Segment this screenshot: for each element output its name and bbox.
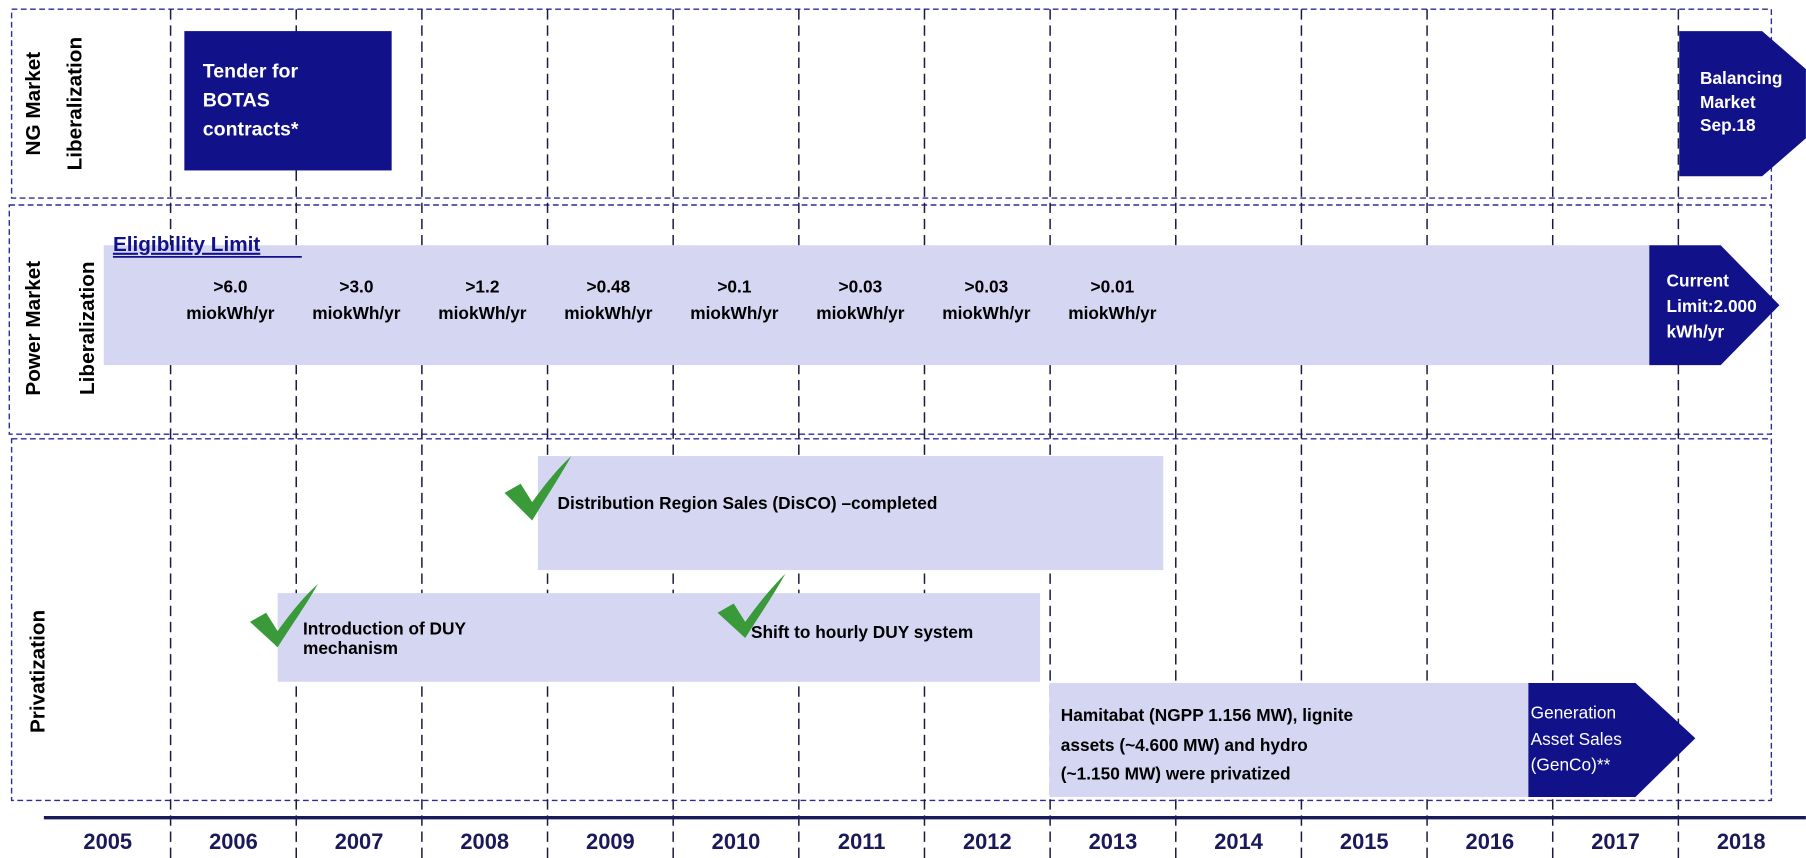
distribution-text: Distribution Region Sales (DisCO) –compl… (557, 493, 937, 513)
year-label: 2009 (586, 829, 635, 854)
limit-unit: miokWh/yr (312, 303, 401, 323)
balancing-text: Sep.18 (1700, 115, 1756, 135)
power-row (8, 204, 1773, 435)
eligibility-band (103, 245, 1650, 366)
year-label: 2011 (838, 829, 885, 854)
year-label: 2010 (712, 829, 761, 854)
row-label: NG Market (22, 52, 45, 156)
row-label: Liberalization (64, 37, 87, 171)
check-mark (249, 583, 318, 648)
limit-unit: miokWh/yr (942, 303, 1031, 323)
tender-text: Tender for (203, 61, 299, 83)
row-label: Power Market (22, 261, 45, 396)
hamitabat-box (1049, 682, 1529, 797)
hamitabat-text: (~1.150 MW) were privatized (1061, 764, 1291, 784)
check-mark (504, 456, 572, 521)
genco-text: (GenCo)** (1531, 754, 1611, 774)
row-label: Liberalization (76, 261, 99, 395)
limit-value: >0.03 (839, 276, 883, 296)
eligibility-title: Eligibility Limit (113, 233, 260, 256)
year-label: 2012 (963, 829, 1012, 854)
balancing-text: Balancing (1700, 68, 1783, 88)
check-mark (717, 573, 786, 639)
duy-box (277, 593, 1041, 682)
current-text: kWh/yr (1667, 321, 1725, 341)
limit-unit: miokWh/yr (690, 303, 779, 323)
tender-text: BOTAS (203, 90, 270, 112)
duy-text: Introduction of DUY (303, 619, 467, 639)
genco-box (1528, 682, 1696, 797)
year-label: 2016 (1466, 829, 1515, 854)
year-label: 2013 (1089, 829, 1138, 854)
current-box (1649, 245, 1780, 366)
current-text: Limit:2.000 (1667, 296, 1757, 316)
genco-text: Generation (1531, 703, 1616, 723)
year-label: 2018 (1717, 829, 1766, 854)
hourly-text: Shift to hourly DUY system (751, 622, 973, 642)
duy-text: mechanism (303, 638, 398, 658)
year-label: 2005 (83, 829, 132, 854)
balancing-text: Market (1700, 92, 1756, 112)
limit-value: >0.03 (965, 276, 1009, 296)
row-label: Privatization (27, 610, 50, 733)
limit-unit: miokWh/yr (816, 303, 905, 323)
year-label: 2014 (1214, 829, 1263, 854)
year-label: 2017 (1591, 829, 1640, 854)
hamitabat-text: Hamitabat (NGPP 1.156 MW), lignite (1061, 705, 1354, 725)
genco-text: Asset Sales (1531, 729, 1623, 749)
limit-value: >3.0 (339, 276, 373, 296)
limit-unit: miokWh/yr (1068, 303, 1157, 323)
hamitabat-text: assets (~4.600 MW) and hydro (1061, 735, 1308, 755)
limit-value: >1.2 (465, 276, 499, 296)
year-label: 2008 (460, 829, 509, 854)
tender-text: contracts* (203, 118, 299, 140)
limit-value: >0.1 (717, 276, 751, 296)
year-label: 2006 (209, 829, 258, 854)
limit-unit: miokWh/yr (438, 303, 527, 323)
balancing-box (1679, 31, 1806, 177)
distribution-box (537, 456, 1164, 571)
limit-value: >0.48 (587, 276, 631, 296)
year-label: 2015 (1340, 829, 1389, 854)
year-label: 2007 (335, 829, 384, 854)
limit-unit: miokWh/yr (564, 303, 653, 323)
limit-value: >6.0 (213, 276, 247, 296)
current-text: Current (1667, 271, 1730, 291)
limit-unit: miokWh/yr (186, 303, 275, 323)
limit-value: >0.01 (1091, 276, 1135, 296)
privatization-row (10, 438, 1773, 802)
tender-box (184, 31, 392, 171)
